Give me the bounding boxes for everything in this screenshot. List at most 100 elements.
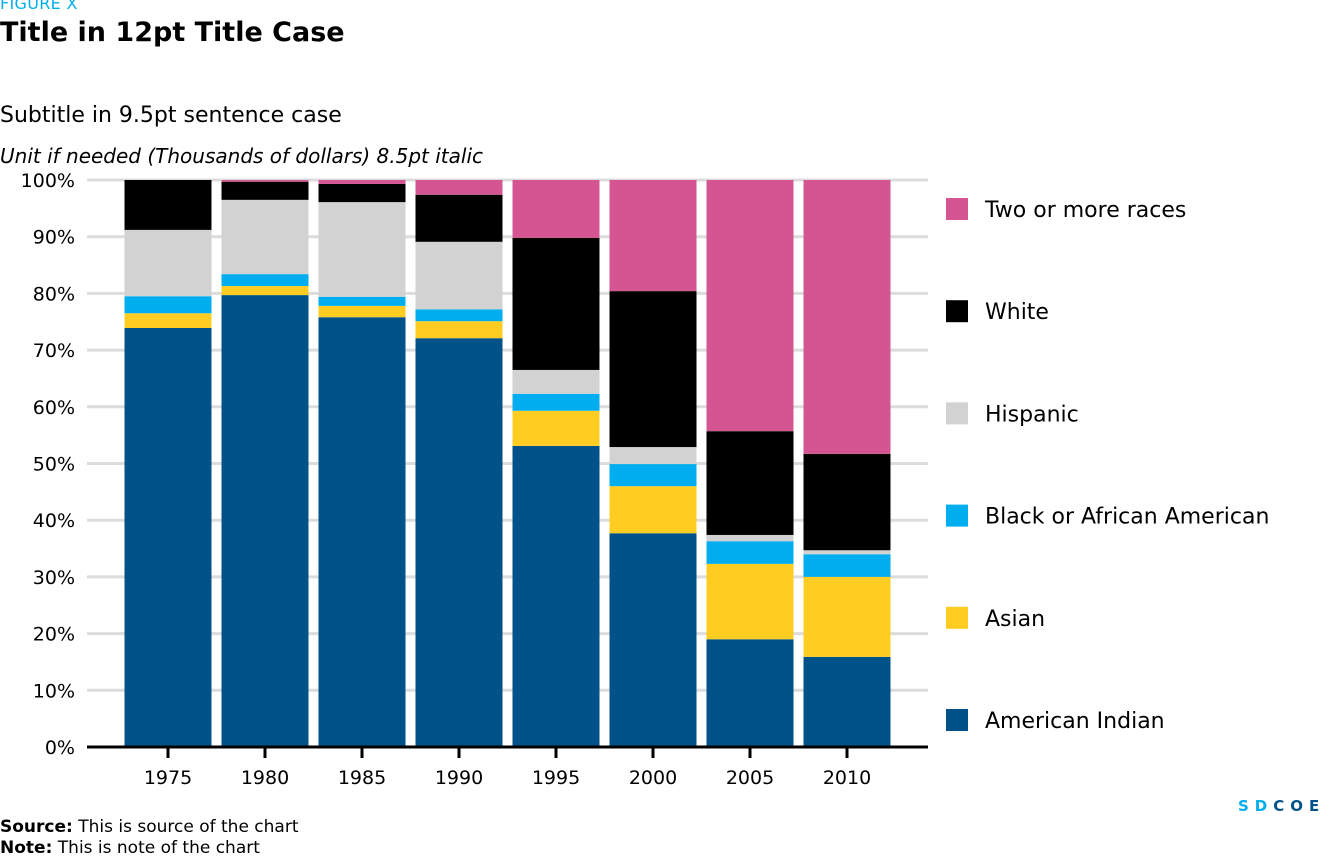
bar-segment bbox=[221, 180, 309, 182]
bar-stack-1990 bbox=[415, 180, 503, 747]
y-axis-labels: 0% 10% 20% 30% 40% 50% 60% 70% 80% 90% 100% bbox=[21, 170, 75, 759]
bar-segment bbox=[318, 296, 406, 306]
legend-swatch bbox=[946, 300, 968, 323]
bar-segment bbox=[415, 338, 503, 747]
bar-stack-2010 bbox=[803, 180, 891, 747]
source-text: This is source of the chart bbox=[78, 817, 299, 837]
x-tick-label: 1975 bbox=[144, 767, 192, 789]
y-tick-label: 60% bbox=[33, 397, 75, 419]
y-tick-label: 100% bbox=[21, 170, 75, 192]
bar-segment bbox=[124, 327, 212, 747]
source-label: Source: bbox=[0, 817, 73, 837]
bar-segment bbox=[124, 296, 212, 314]
x-tick-label: 2005 bbox=[726, 767, 774, 789]
bar-segment bbox=[706, 431, 794, 535]
note-text: This is note of the chart bbox=[57, 838, 260, 858]
bar-stack-1985 bbox=[318, 180, 406, 747]
bar-segment bbox=[512, 445, 600, 747]
bar-stack-2000 bbox=[609, 180, 697, 747]
legend-swatch bbox=[946, 198, 968, 220]
bar-segment bbox=[124, 313, 212, 328]
legend-item: Hispanic bbox=[946, 402, 1079, 427]
bar-segment bbox=[706, 563, 794, 640]
logo-part-2: COE bbox=[1273, 797, 1326, 815]
y-tick-label: 20% bbox=[33, 624, 75, 646]
y-tick-label: 0% bbox=[45, 737, 75, 759]
legend-label: Asian bbox=[985, 607, 1045, 632]
bar-segment bbox=[221, 295, 309, 747]
legend-item: American Indian bbox=[946, 709, 1165, 734]
y-tick-label: 80% bbox=[33, 283, 75, 305]
x-tick-label: 1995 bbox=[532, 767, 580, 789]
bar-segment bbox=[609, 447, 697, 465]
legend-label: Hispanic bbox=[985, 402, 1079, 427]
y-tick-label: 30% bbox=[33, 567, 75, 589]
bar-stack-1980 bbox=[221, 180, 309, 747]
chart-title: Title in 12pt Title Case bbox=[0, 17, 345, 48]
note-line: Note: This is note of the chart bbox=[0, 838, 260, 858]
legend-swatch bbox=[946, 504, 968, 527]
bar-segment bbox=[512, 410, 600, 446]
bar-segment bbox=[512, 237, 600, 370]
bar-segment bbox=[124, 229, 212, 297]
bar-segment bbox=[221, 274, 309, 287]
bar-segment bbox=[318, 317, 406, 747]
legend-item: Two or more races bbox=[946, 198, 1186, 223]
bar-segment bbox=[221, 199, 309, 275]
bar-segment bbox=[609, 486, 697, 534]
x-tick-label: 2000 bbox=[629, 767, 677, 789]
bar-segment bbox=[415, 309, 503, 322]
bar-segment bbox=[512, 393, 600, 411]
bar-segment bbox=[318, 202, 406, 297]
figure-label: FIGURE X bbox=[0, 0, 78, 13]
bar-segment bbox=[609, 464, 697, 487]
y-tick-label: 90% bbox=[33, 227, 75, 249]
bar-segment bbox=[221, 286, 309, 296]
bar-stack-1995 bbox=[512, 180, 600, 747]
gridlines bbox=[87, 178, 928, 692]
bar-stack-2005 bbox=[706, 180, 794, 747]
y-tick-label: 10% bbox=[33, 680, 75, 702]
bar-segment bbox=[706, 541, 794, 564]
bar-segment bbox=[803, 180, 891, 454]
legend-label: White bbox=[985, 300, 1049, 325]
x-axis: 1975 1980 1985 1990 1995 2000 2005 2010 bbox=[87, 745, 928, 789]
legend-swatch bbox=[946, 709, 968, 731]
legend-swatch bbox=[946, 606, 968, 629]
bar-segment bbox=[318, 180, 406, 184]
legend-item: White bbox=[946, 300, 1049, 325]
bar-stack-1975 bbox=[124, 180, 212, 747]
bars bbox=[124, 180, 891, 747]
bar-segment bbox=[706, 639, 794, 747]
bar-segment bbox=[415, 194, 503, 242]
legend-swatch bbox=[946, 402, 968, 425]
x-tick-label: 2010 bbox=[823, 767, 871, 789]
logo-part-1: SD bbox=[1238, 797, 1274, 815]
note-label: Note: bbox=[0, 838, 53, 858]
legend-item: Asian bbox=[946, 606, 1045, 632]
bar-segment bbox=[706, 534, 794, 542]
bar-segment bbox=[803, 554, 891, 577]
x-tick-label: 1985 bbox=[338, 767, 386, 789]
x-tick-label: 1980 bbox=[241, 767, 289, 789]
bar-segment bbox=[609, 533, 697, 747]
bar-segment bbox=[415, 180, 503, 195]
bar-segment bbox=[609, 291, 697, 448]
chart-unit: Unit if needed (Thousands of dollars) 8.… bbox=[0, 144, 483, 168]
chart-subtitle: Subtitle in 9.5pt sentence case bbox=[0, 103, 342, 128]
y-tick-label: 70% bbox=[33, 340, 75, 362]
bar-segment bbox=[803, 576, 891, 657]
source-line: Source: This is source of the chart bbox=[0, 817, 299, 837]
bar-segment bbox=[415, 321, 503, 339]
legend: Two or more races White Hispanic Black or A… bbox=[946, 198, 1269, 734]
bar-segment bbox=[512, 369, 600, 394]
bar-segment bbox=[415, 241, 503, 310]
bar-segment bbox=[512, 180, 600, 238]
bar-segment bbox=[318, 305, 406, 318]
bar-segment bbox=[803, 550, 891, 555]
bar-segment bbox=[318, 183, 406, 203]
bar-segment bbox=[803, 453, 891, 551]
y-tick-label: 50% bbox=[33, 454, 75, 476]
legend-label: Two or more races bbox=[984, 198, 1186, 223]
